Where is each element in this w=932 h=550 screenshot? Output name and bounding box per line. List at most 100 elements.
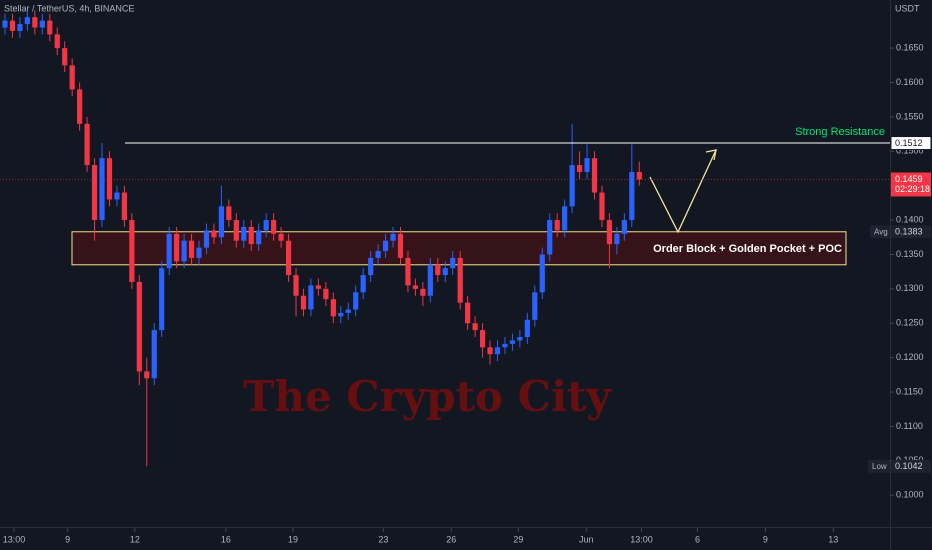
y-tick-label: 0.1300 — [896, 283, 924, 293]
x-tick-label: 9 — [763, 534, 768, 544]
y-tick-label: 0.1250 — [896, 318, 924, 328]
y-tick-label: 0.1150 — [896, 386, 923, 396]
candle-body — [382, 240, 389, 252]
candle-body — [300, 295, 307, 310]
candle-body — [621, 220, 627, 234]
watermark: The Crypto City — [243, 372, 612, 421]
candle-body — [24, 17, 30, 25]
candle-body — [554, 220, 560, 231]
candle-body — [69, 65, 75, 90]
x-tick-label: 16 — [221, 534, 231, 544]
candle-body — [136, 281, 142, 372]
candle-body — [39, 20, 45, 28]
candle-body — [562, 206, 568, 231]
candle-body — [576, 165, 583, 172]
candle-body — [472, 323, 478, 331]
candle-body — [174, 233, 180, 262]
candle-body — [330, 299, 336, 317]
x-tick-label: 29 — [513, 534, 523, 544]
candle-body — [412, 285, 419, 289]
candle-body — [166, 233, 172, 269]
last-price-box — [891, 172, 931, 197]
x-tick-label: 23 — [378, 534, 388, 544]
candle-body — [211, 230, 217, 238]
candle-body — [226, 206, 232, 221]
candle-body — [181, 240, 187, 262]
candle-body — [188, 240, 195, 258]
x-tick-label: 13:00 — [630, 534, 653, 544]
candle-body — [457, 257, 463, 303]
candle-body — [203, 230, 210, 248]
resistance-price-value: 0.1512 — [895, 138, 923, 148]
candle-body — [375, 251, 381, 258]
candle-body — [547, 220, 553, 255]
candle-body — [442, 268, 448, 276]
candle-body — [315, 285, 322, 289]
candle-body — [241, 226, 247, 241]
x-tick-label: 13:00 — [3, 534, 26, 544]
candle-body — [218, 206, 224, 238]
candle-body — [91, 165, 98, 221]
candle-body — [114, 192, 120, 200]
resistance-price-box — [891, 136, 931, 150]
candle-body — [159, 268, 165, 331]
candle-body — [338, 312, 344, 317]
candle-body — [465, 302, 471, 324]
currency-label: USDT — [895, 3, 920, 13]
candle-body — [524, 319, 530, 337]
candle-body — [584, 158, 590, 172]
y-tick-label: 0.1100 — [896, 421, 923, 431]
candle-body — [47, 20, 53, 35]
candle-body — [360, 275, 366, 293]
candle-body — [606, 220, 613, 245]
candle-body — [517, 336, 523, 341]
candle-body — [293, 275, 299, 296]
candle-body — [494, 347, 501, 355]
candle-body — [151, 330, 157, 379]
x-tick-label: 12 — [130, 534, 140, 544]
low-price-box — [891, 459, 931, 473]
candle-body — [569, 165, 575, 207]
candle-body — [2, 20, 8, 28]
avg-label: Avg — [874, 227, 888, 236]
candle-body — [636, 171, 642, 180]
y-tick-label: 0.1650 — [896, 43, 924, 53]
y-tick-label: 0.1000 — [896, 490, 924, 500]
candle-body — [196, 247, 202, 258]
candle-body — [397, 233, 404, 258]
x-tick-label: 13 — [828, 534, 838, 544]
candle-body — [532, 292, 538, 320]
x-tick-label: 9 — [65, 534, 70, 544]
candle-body — [32, 17, 38, 28]
resistance-box-border — [890, 136, 932, 151]
candle-body — [427, 264, 433, 296]
low-price-value: 0.1042 — [895, 461, 923, 471]
x-tick-label: 26 — [446, 534, 456, 544]
y-tick-label: 0.1200 — [896, 352, 924, 362]
avg-tag — [870, 225, 890, 239]
candle-body — [591, 158, 598, 193]
candle-body — [308, 285, 314, 310]
candle-body — [17, 24, 23, 31]
candle-body — [509, 340, 516, 344]
low-label: Low — [872, 462, 887, 471]
candle-body — [390, 233, 396, 241]
candle-body — [479, 330, 486, 348]
chart-title: Stellar / TetherUS, 4h, BINANCE — [4, 3, 134, 13]
candle-body — [487, 347, 493, 355]
candle-body — [54, 34, 60, 49]
candle-body — [248, 226, 254, 245]
candle-body — [106, 158, 113, 200]
candle-body — [233, 220, 239, 241]
resistance-label: Strong Resistance — [795, 126, 885, 138]
countdown: 02:29:18 — [895, 184, 930, 194]
candle-body — [323, 288, 329, 300]
y-tick-label: 0.1550 — [896, 111, 924, 121]
candle-body — [129, 220, 135, 282]
avg-price-value: 0.1383 — [895, 227, 923, 237]
candle-body — [539, 254, 545, 293]
candle-body — [435, 264, 441, 276]
candle-body — [285, 240, 292, 276]
candle-body — [502, 343, 508, 348]
